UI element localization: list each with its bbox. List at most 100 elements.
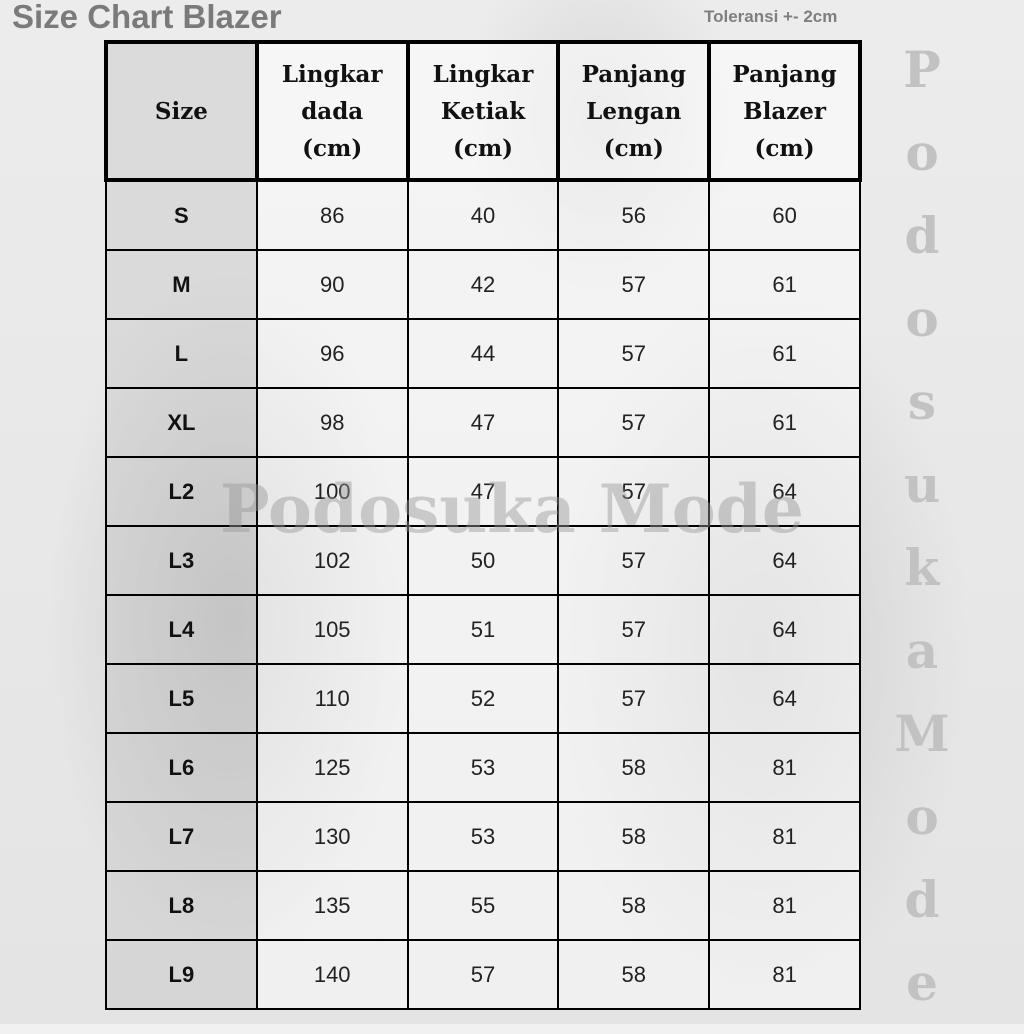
brand-letter: a bbox=[905, 621, 939, 680]
measurement-cell: 57 bbox=[557, 525, 711, 596]
column-header-line: dada bbox=[301, 97, 364, 125]
measurement-cell: 140 bbox=[255, 939, 409, 1010]
table-row: L2 100 47 57 64 bbox=[105, 456, 861, 527]
size-cell: L8 bbox=[105, 870, 258, 941]
measurement-cell: 55 bbox=[406, 870, 560, 941]
table-row: L3 102 50 57 64 bbox=[105, 525, 861, 596]
column-header-line: Blazer bbox=[743, 97, 827, 125]
measurement-cell: 125 bbox=[255, 732, 409, 803]
measurement-cell: 60 bbox=[708, 179, 861, 251]
size-chart-table: Size Lingkar dada (cm) Lingkar Ketiak (cm) Panj… bbox=[104, 40, 862, 1010]
measurement-cell: 57 bbox=[557, 594, 711, 665]
column-header-line: (cm) bbox=[302, 134, 363, 162]
measurement-cell: 81 bbox=[708, 939, 861, 1010]
measurement-cell: 110 bbox=[255, 663, 409, 734]
column-header: Lingkar Ketiak (cm) bbox=[405, 40, 561, 182]
measurement-cell: 57 bbox=[557, 387, 711, 458]
measurement-cell: 64 bbox=[708, 594, 861, 665]
column-header-line: (cm) bbox=[754, 134, 815, 162]
table-row: L5 110 52 57 64 bbox=[105, 663, 861, 734]
table-row: M 90 42 57 61 bbox=[105, 249, 861, 320]
measurement-cell: 81 bbox=[708, 801, 861, 872]
measurement-cell: 64 bbox=[708, 456, 861, 527]
table-row: L9 140 57 58 81 bbox=[105, 939, 861, 1010]
tolerance-note: Toleransi +- 2cm bbox=[704, 7, 838, 26]
measurement-cell: 61 bbox=[708, 249, 861, 320]
measurement-cell: 135 bbox=[255, 870, 409, 941]
column-header: Size bbox=[104, 40, 259, 182]
measurement-cell: 50 bbox=[406, 525, 560, 596]
size-cell: L7 bbox=[105, 801, 258, 872]
measurement-cell: 58 bbox=[557, 870, 711, 941]
brand-letter: s bbox=[907, 372, 937, 431]
page-title: Size Chart Blazer bbox=[12, 0, 282, 35]
table-row: L4 105 51 57 64 bbox=[105, 594, 861, 665]
measurement-cell: 98 bbox=[255, 387, 409, 458]
measurement-cell: 64 bbox=[708, 525, 861, 596]
measurement-cell: 105 bbox=[255, 594, 409, 665]
measurement-cell: 130 bbox=[255, 801, 409, 872]
measurement-cell: 81 bbox=[708, 870, 861, 941]
measurement-cell: 58 bbox=[557, 732, 711, 803]
table-row: L7 130 53 58 81 bbox=[105, 801, 861, 872]
measurement-cell: 56 bbox=[557, 179, 711, 251]
column-header-line: (cm) bbox=[603, 134, 664, 162]
column-header-line: Lingkar bbox=[432, 60, 534, 88]
brand-letter: u bbox=[903, 455, 941, 514]
measurement-cell: 100 bbox=[255, 456, 409, 527]
measurement-cell: 57 bbox=[557, 456, 711, 527]
header-row: Size Lingkar dada (cm) Lingkar Ketiak (cm) Panj… bbox=[104, 40, 862, 182]
brand-letter: o bbox=[905, 123, 939, 182]
brand-letter: o bbox=[905, 289, 939, 348]
measurement-cell: 58 bbox=[557, 801, 711, 872]
measurement-cell: 57 bbox=[557, 249, 711, 320]
column-header: Panjang Blazer (cm) bbox=[707, 40, 862, 182]
measurement-cell: 42 bbox=[406, 249, 560, 320]
measurement-cell: 57 bbox=[557, 318, 711, 389]
measurement-cell: 57 bbox=[557, 663, 711, 734]
measurement-cell: 47 bbox=[406, 456, 560, 527]
measurement-cell: 96 bbox=[255, 318, 409, 389]
measurement-cell: 81 bbox=[708, 732, 861, 803]
table-row: L 96 44 57 61 bbox=[105, 318, 861, 389]
measurement-cell: 52 bbox=[406, 663, 560, 734]
size-cell: L6 bbox=[105, 732, 258, 803]
brand-letter: k bbox=[904, 538, 940, 597]
measurement-cell: 61 bbox=[708, 318, 861, 389]
size-cell: L4 bbox=[105, 594, 258, 665]
measurement-cell: 64 bbox=[708, 663, 861, 734]
measurement-cell: 90 bbox=[255, 249, 409, 320]
measurement-cell: 61 bbox=[708, 387, 861, 458]
measurement-cell: 102 bbox=[255, 525, 409, 596]
size-cell: S bbox=[105, 179, 258, 251]
column-header-line: Size bbox=[154, 97, 208, 125]
column-header-line: Panjang bbox=[581, 60, 686, 88]
size-cell: XL bbox=[105, 387, 258, 458]
column-header-line: Lengan bbox=[586, 97, 682, 125]
brand-letter: d bbox=[904, 206, 940, 265]
column-header-line: (cm) bbox=[452, 134, 514, 162]
table-row: XL 98 47 57 61 bbox=[105, 387, 861, 458]
table-row: L8 135 55 58 81 bbox=[105, 870, 861, 941]
measurement-cell: 47 bbox=[406, 387, 560, 458]
measurement-cell: 51 bbox=[406, 594, 560, 665]
measurement-cell: 57 bbox=[406, 939, 560, 1010]
brand-letter: M bbox=[894, 704, 950, 763]
table-row: L6 125 53 58 81 bbox=[105, 732, 861, 803]
brand-letter: e bbox=[906, 953, 938, 1012]
column-header-line: Ketiak bbox=[440, 97, 526, 125]
size-cell: L9 bbox=[105, 939, 258, 1010]
brand-letter: o bbox=[905, 787, 939, 846]
column-header: Panjang Lengan (cm) bbox=[556, 40, 712, 182]
size-cell: L bbox=[105, 318, 258, 389]
measurement-cell: 53 bbox=[406, 732, 560, 803]
measurement-cell: 53 bbox=[406, 801, 560, 872]
column-header-line: Panjang bbox=[732, 60, 837, 88]
size-cell: M bbox=[105, 249, 258, 320]
column-header: Lingkar dada (cm) bbox=[254, 40, 410, 182]
column-header-line: Lingkar bbox=[281, 60, 383, 88]
size-cell: L3 bbox=[105, 525, 258, 596]
measurement-cell: 40 bbox=[406, 179, 560, 251]
brand-letter: P bbox=[903, 40, 941, 99]
